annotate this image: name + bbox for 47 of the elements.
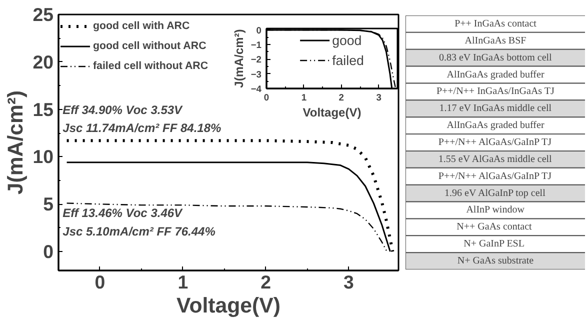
category-label: 1.96 eV AlGaInP top cell bbox=[444, 188, 546, 199]
x-axis-title: Voltage(V) bbox=[176, 294, 280, 318]
annotation: Eff 13.46% Voc 3.46V bbox=[62, 206, 184, 220]
category-label: P++/N++ AlGaAs/GaInP TJ bbox=[438, 170, 552, 182]
category-label: P++/N++ AlGaAs/GaInP TJ bbox=[438, 137, 552, 148]
legend-label: good cell without ARC bbox=[93, 40, 206, 52]
category-label: AlInGaAs BSF bbox=[464, 35, 527, 46]
x-tick-label: 1 bbox=[301, 92, 307, 102]
x-tick-label: 1 bbox=[178, 272, 188, 292]
y-tick-label: −1 bbox=[250, 40, 262, 50]
annotation: Eff 34.90% Voc 3.53V bbox=[62, 102, 184, 117]
category-label: 1.55 eV AlGaAs middle cell bbox=[438, 154, 552, 165]
x-tick-label: 2 bbox=[338, 92, 344, 102]
y-axis-title: J(mA/cm²) bbox=[232, 29, 246, 88]
legend-label: good cell with ARC bbox=[93, 20, 190, 32]
y-axis-title: J(mA/cm²) bbox=[4, 90, 28, 195]
y-tick-label: −2 bbox=[250, 54, 262, 65]
y-tick-label: 10 bbox=[32, 146, 54, 168]
category-label: AlInGaAs graded buffer bbox=[446, 120, 545, 132]
y-tick-label: 5 bbox=[43, 194, 54, 215]
category-label: N+ GaInP ESL bbox=[464, 238, 524, 250]
y-tick-label: 0 bbox=[43, 241, 54, 262]
y-tick-label: 0 bbox=[256, 25, 262, 36]
y-tick-label: −3 bbox=[250, 69, 262, 80]
x-tick-label: 3 bbox=[344, 272, 354, 292]
annotation: Jsc 5.10mA/cm² FF 76.44% bbox=[62, 224, 216, 238]
y-tick-label: 25 bbox=[32, 4, 54, 25]
category-label: 0.83 eV InGaAs bottom cell bbox=[438, 52, 552, 64]
category-label: N+ GaAs substrate bbox=[457, 256, 534, 267]
y-tick-label: −4 bbox=[250, 84, 262, 94]
x-tick-label: 0 bbox=[264, 92, 270, 102]
y-tick-label: 15 bbox=[32, 98, 54, 120]
category-label: P++ InGaAs contact bbox=[454, 18, 537, 30]
category-label: AlInGaAs graded buffer bbox=[446, 69, 545, 80]
legend-label: failed bbox=[332, 52, 364, 68]
legend-label: good bbox=[332, 32, 362, 48]
category-label: AlInP window bbox=[466, 204, 526, 216]
category-label: P++/N++ InGaAs/InGaAs TJ bbox=[436, 86, 554, 98]
legend-label: failed cell without ARC bbox=[93, 60, 208, 72]
x-tick-label: 0 bbox=[94, 272, 106, 292]
x-tick-label: 2 bbox=[260, 272, 272, 292]
annotation: Jsc 11.74mA/cm² FF 84.18% bbox=[62, 120, 222, 135]
category-label: N++ GaAs contact bbox=[456, 222, 532, 233]
x-axis-title: Voltage(V) bbox=[302, 106, 362, 120]
y-tick-label: 20 bbox=[32, 51, 54, 72]
x-tick-label: 3 bbox=[376, 92, 382, 102]
category-label: 1.17 eV InGaAs middle cell bbox=[439, 103, 552, 114]
